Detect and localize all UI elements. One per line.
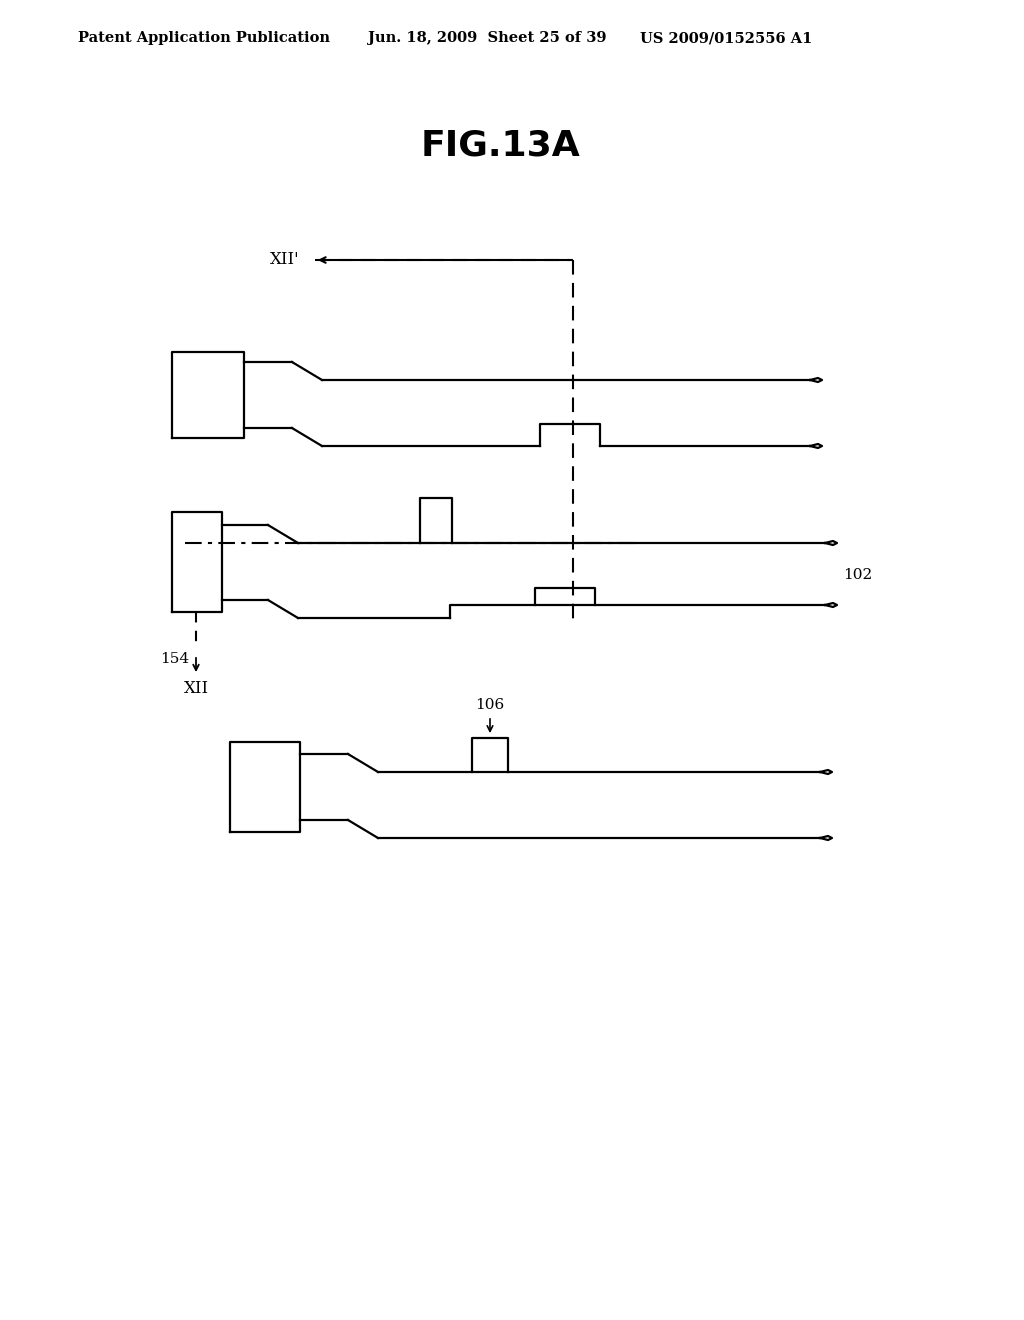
Text: 154: 154: [160, 652, 189, 667]
Text: 106: 106: [475, 698, 505, 711]
Text: Jun. 18, 2009  Sheet 25 of 39: Jun. 18, 2009 Sheet 25 of 39: [368, 30, 606, 45]
Text: US 2009/0152556 A1: US 2009/0152556 A1: [640, 30, 812, 45]
Text: 102: 102: [843, 568, 872, 582]
Text: XII: XII: [183, 680, 209, 697]
Text: XII': XII': [270, 252, 300, 268]
Text: Patent Application Publication: Patent Application Publication: [78, 30, 330, 45]
Text: FIG.13A: FIG.13A: [420, 128, 580, 162]
